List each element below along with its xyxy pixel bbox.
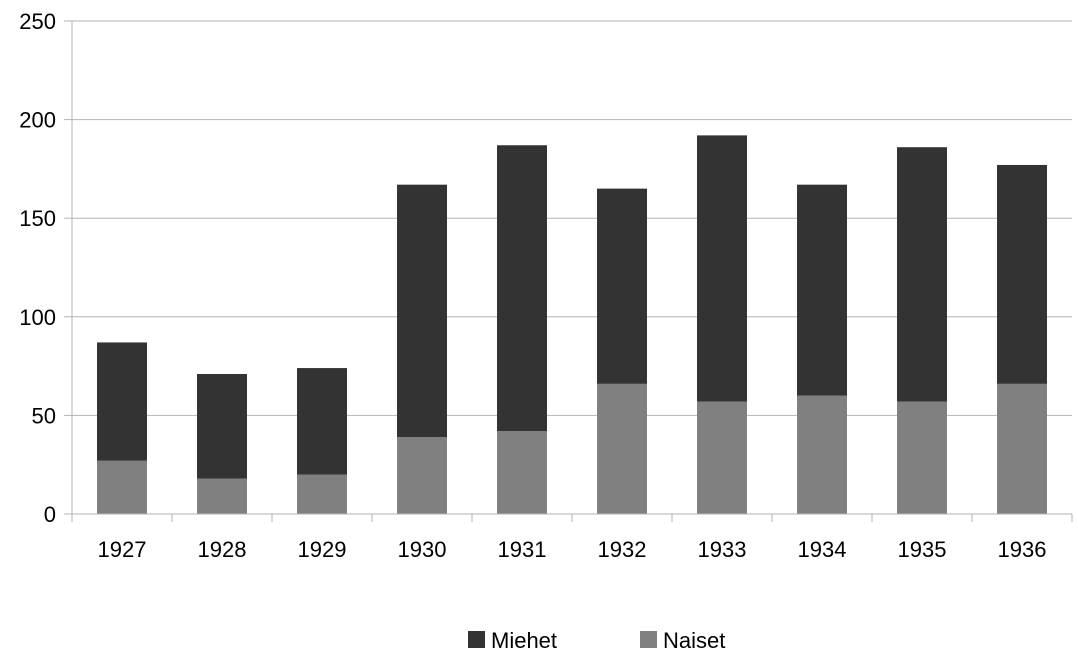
x-tick-label: 1931: [498, 537, 547, 562]
x-tick-label: 1928: [198, 537, 247, 562]
x-tick-label: 1933: [698, 537, 747, 562]
bar-miehet-1927: [97, 342, 147, 461]
bar-naiset-1927: [97, 460, 147, 514]
bar-naiset-1934: [797, 395, 847, 514]
bar-miehet-1932: [597, 188, 647, 384]
x-tick-label: 1934: [798, 537, 847, 562]
legend-swatch-naiset: [640, 631, 657, 648]
bar-naiset-1928: [197, 478, 247, 514]
x-tick-label: 1930: [398, 537, 447, 562]
axes: 0 50 100 150 200 250 1927 1928 1929 1930 1931 1932 1…: [19, 9, 1073, 562]
bar-miehet-1935: [897, 147, 947, 402]
bar-miehet-1929: [297, 368, 347, 475]
x-tick-label: 1929: [298, 537, 347, 562]
y-tick-label: 150: [19, 206, 56, 231]
legend-label-miehet: Miehet: [491, 628, 557, 651]
bar-miehet-1931: [497, 145, 547, 432]
bar-miehet-1930: [397, 184, 447, 438]
legend-swatch-miehet: [468, 631, 485, 648]
bar-naiset-1933: [697, 401, 747, 514]
legend: Miehet Naiset: [468, 628, 725, 653]
bar-naiset-1931: [497, 431, 547, 514]
bar-naiset-1935: [897, 401, 947, 514]
bar-miehet-1933: [697, 135, 747, 402]
bars: [97, 135, 1047, 514]
legend-label-naiset: Naiset: [663, 628, 725, 651]
y-tick-label: 250: [19, 9, 56, 34]
x-tick-label: 1936: [998, 537, 1047, 562]
bar-miehet-1934: [797, 184, 847, 396]
bar-naiset-1930: [397, 437, 447, 514]
y-tick-label: 0: [44, 502, 56, 527]
bar-naiset-1932: [597, 383, 647, 514]
y-tick-label: 50: [32, 403, 56, 428]
bar-naiset-1929: [297, 474, 347, 514]
x-tick-label: 1927: [98, 537, 147, 562]
bar-naiset-1936: [997, 383, 1047, 514]
x-tick-label: 1935: [898, 537, 947, 562]
bar-miehet-1928: [197, 373, 247, 479]
x-tick-label: 1932: [598, 537, 647, 562]
y-tick-label: 200: [19, 108, 56, 133]
bar-miehet-1936: [997, 164, 1047, 384]
y-tick-label: 100: [19, 305, 56, 330]
